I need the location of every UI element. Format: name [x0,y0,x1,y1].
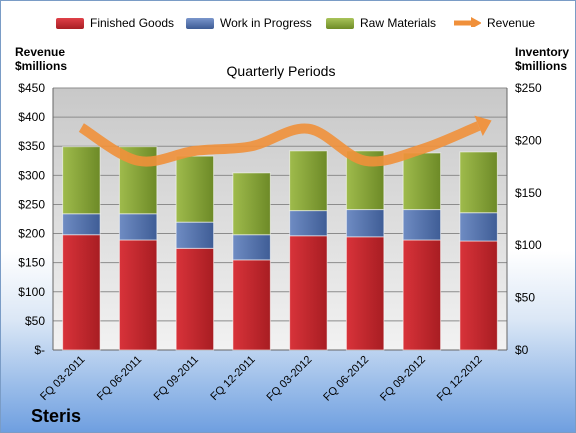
right-tick-label: $150 [515,186,542,200]
right-axis-title-line2: $millions [515,59,568,73]
category-label: FQ 03-2011 [38,354,87,403]
legend-swatch-work-in-progress [186,18,214,29]
bar-finished-goods [345,236,385,351]
right-tick-label: $100 [515,238,542,252]
left-axis-title: Revenue $millions [15,45,85,73]
legend-label-work-in-progress: Work in Progress [220,16,312,30]
bar-raw-materials [175,155,215,223]
left-axis-title-line1: Revenue [15,45,66,59]
bar-raw-materials [459,151,498,214]
legend-label-finished-goods: Finished Goods [90,16,175,30]
bar-work-in-progress [345,209,385,238]
bar-raw-materials [232,172,271,236]
left-tick-label: $150 [18,256,45,270]
right-tick-label: $200 [515,133,542,147]
right-axis-title-line1: Inventory [515,45,570,59]
category-label: FQ 09-2011 [152,354,201,403]
category-label: FQ 09-2012 [378,354,428,404]
chart-title: Quarterly Periods [226,63,336,79]
bar-finished-goods [402,239,442,351]
revenue-line [78,121,481,167]
bar-work-in-progress [232,234,271,261]
bar-finished-goods [289,235,328,351]
right-tick-label: $250 [515,81,542,95]
right-tick-label: $50 [515,291,535,305]
company-name: Steris [31,406,82,426]
bar-finished-goods [62,234,101,351]
left-tick-label: $100 [18,285,45,299]
bar-work-in-progress [289,210,328,237]
bar-work-in-progress [402,209,442,241]
legend-label-revenue: Revenue [487,16,536,30]
legend-arrow-icon [454,17,481,27]
category-label: FQ 06-2011 [95,354,144,403]
left-tick-label: $250 [18,197,45,211]
bar-raw-materials [62,146,101,215]
category-label: FQ 03-2012 [265,354,315,404]
bar-finished-goods [118,239,158,351]
left-tick-label: $50 [25,314,45,328]
left-tick-label: $300 [18,168,45,182]
right-axis-title: Inventory $millions [515,45,575,73]
bar-work-in-progress [62,213,101,236]
bar-raw-materials [289,150,328,212]
bar-work-in-progress [118,213,158,241]
bar-work-in-progress [459,212,498,242]
bar-finished-goods [459,240,498,351]
bar-finished-goods [232,259,271,351]
revenue-arrowhead [474,115,492,137]
left-tick-label: $- [34,343,45,357]
legend-swatch-finished-goods [56,18,84,29]
legend-label-raw-materials: Raw Materials [360,16,437,30]
category-label: FQ 06-2012 [321,354,371,404]
left-axis-title-line2: $millions [15,59,68,73]
left-tick-label: $200 [18,227,45,241]
category-label: FQ 12-2012 [435,354,485,404]
right-tick-label: $0 [515,343,529,357]
legend: Finished Goods Work in Progress Raw Mate… [1,15,575,35]
bar-finished-goods [175,247,215,351]
bar-raw-materials [402,152,442,211]
left-tick-label: $350 [18,139,45,153]
category-label: FQ 12-2011 [208,354,257,403]
left-tick-label: $400 [18,110,45,124]
legend-swatch-raw-materials [326,18,354,29]
bar-work-in-progress [175,221,215,249]
left-tick-label: $450 [18,81,45,95]
